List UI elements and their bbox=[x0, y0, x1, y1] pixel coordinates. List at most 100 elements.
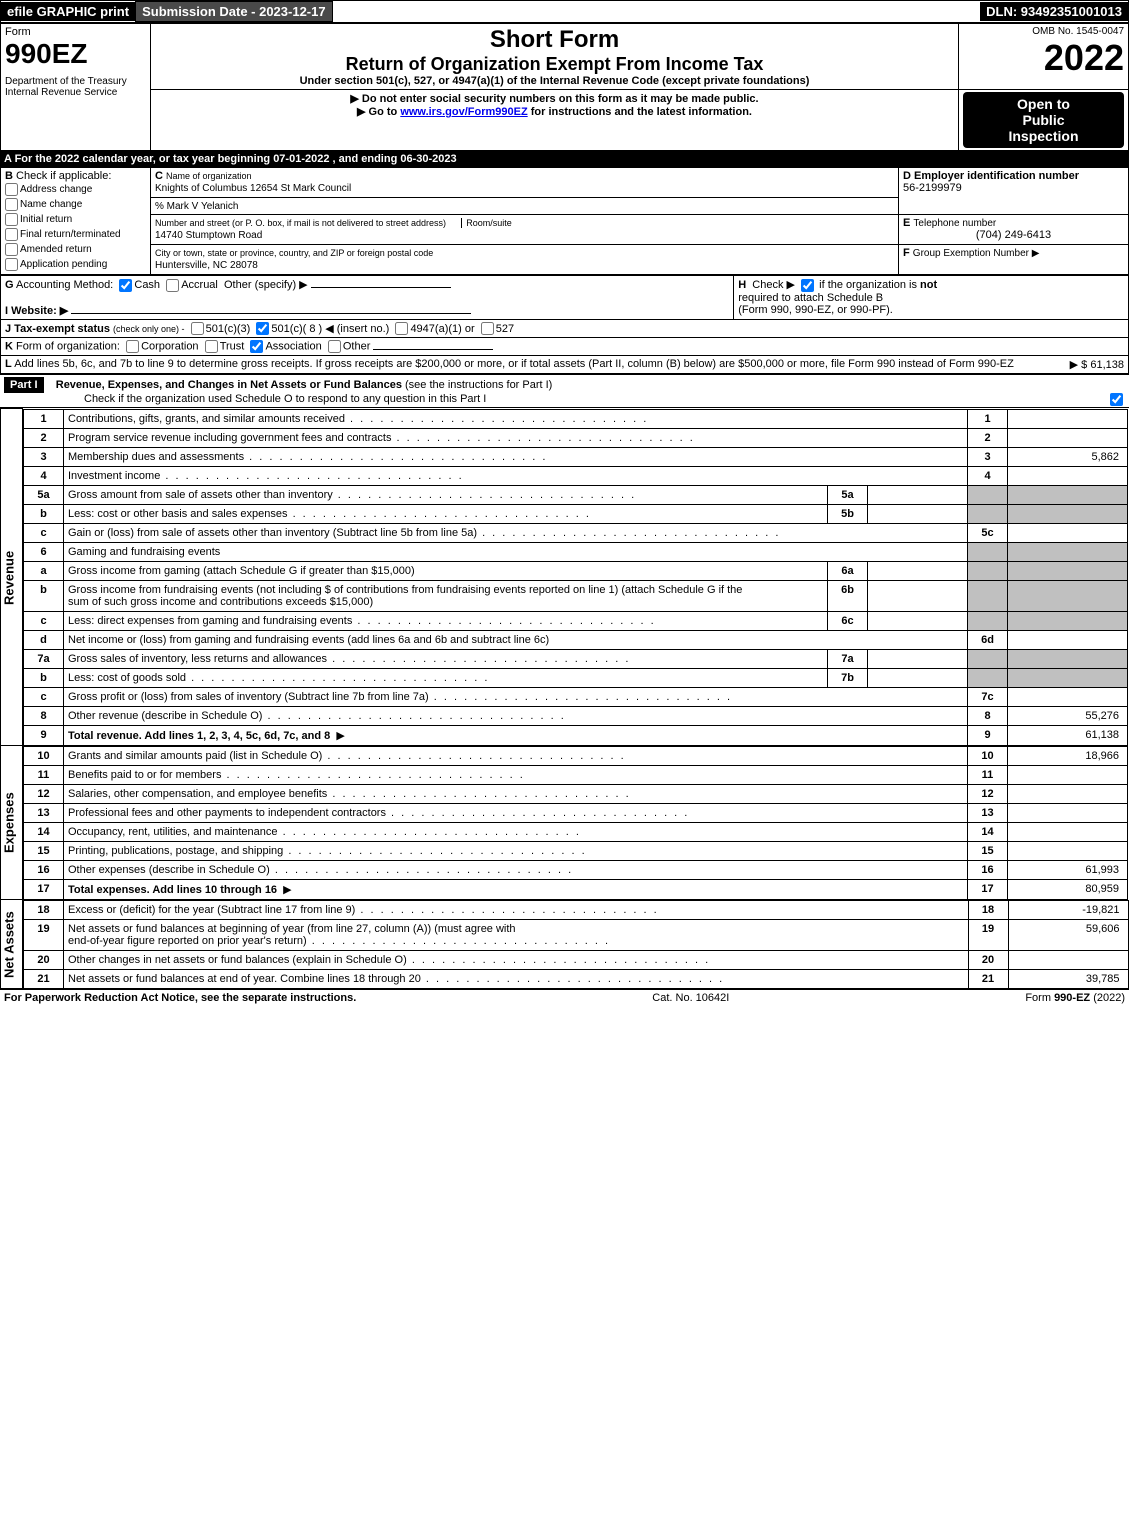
part1-header-row: Part I Revenue, Expenses, and Changes in… bbox=[0, 374, 1129, 408]
line-15: 15Printing, publications, postage, and s… bbox=[24, 841, 1128, 860]
line-1: 1Contributions, gifts, grants, and simil… bbox=[24, 409, 1128, 428]
goto-note: ▶ Go to www.irs.gov/Form990EZ for instru… bbox=[155, 105, 954, 118]
501c3-label: 501(c)(3) bbox=[206, 323, 251, 335]
section-l-label: L bbox=[5, 358, 12, 370]
submission-date-button[interactable]: Submission Date - 2023-12-17 bbox=[135, 1, 333, 22]
short-form-title: Short Form bbox=[155, 26, 954, 54]
line-18: 18Excess or (deficit) for the year (Subt… bbox=[24, 900, 1129, 919]
501c-label: 501(c)( 8 ) ◀ (insert no.) bbox=[271, 323, 389, 335]
paperwork-notice: For Paperwork Reduction Act Notice, see … bbox=[4, 992, 356, 1004]
line-6d: dNet income or (loss) from gaming and fu… bbox=[24, 630, 1128, 649]
efile-print-button[interactable]: efile GRAPHIC print bbox=[1, 2, 135, 21]
section-j-label: J Tax-exempt status bbox=[5, 323, 110, 335]
line-17: 17Total expenses. Add lines 10 through 1… bbox=[24, 879, 1128, 899]
line-10: 10Grants and similar amounts paid (list … bbox=[24, 746, 1128, 765]
section-e-label: E bbox=[903, 217, 910, 229]
section-i-label: I Website: ▶ bbox=[5, 305, 68, 317]
section-a-bar: A For the 2022 calendar year, or tax yea… bbox=[0, 151, 1129, 167]
section-b-label: B bbox=[5, 170, 13, 182]
city-value: Huntersville, NC 28078 bbox=[155, 260, 258, 271]
check-accrual[interactable] bbox=[166, 279, 179, 292]
check-name-change[interactable]: Name change bbox=[5, 197, 146, 212]
gross-receipts-value: ▶ $ 61,138 bbox=[1070, 358, 1124, 371]
expenses-lines-table: 10Grants and similar amounts paid (list … bbox=[23, 746, 1128, 900]
check-initial-return[interactable]: Initial return bbox=[5, 212, 146, 227]
4947-label: 4947(a)(1) or bbox=[410, 323, 474, 335]
line-14: 14Occupancy, rent, utilities, and mainte… bbox=[24, 822, 1128, 841]
check-4947[interactable] bbox=[395, 322, 408, 335]
line-7a: 7aGross sales of inventory, less returns… bbox=[24, 649, 1128, 668]
part1-title: Revenue, Expenses, and Changes in Net As… bbox=[56, 379, 402, 391]
form-number: 990EZ bbox=[5, 38, 146, 70]
check-application-pending[interactable]: Application pending bbox=[5, 257, 146, 272]
part1-title-note: (see the instructions for Part I) bbox=[405, 379, 552, 391]
goto-pre: ▶ Go to bbox=[357, 106, 400, 118]
care-of: % Mark V Yelanich bbox=[155, 201, 238, 212]
tax-year: 2022 bbox=[963, 37, 1124, 79]
h-schedule-b: required to attach Schedule B bbox=[738, 292, 883, 304]
h-check-arrow: Check ▶ bbox=[752, 279, 795, 291]
check-final-return[interactable]: Final return/terminated bbox=[5, 227, 146, 242]
h-not-bold: not bbox=[920, 279, 937, 291]
header-table: Form 990EZ Department of the Treasury In… bbox=[0, 23, 1129, 151]
org-name: Knights of Columbus 12654 St Mark Counci… bbox=[155, 183, 351, 194]
line-2: 2Program service revenue including gover… bbox=[24, 428, 1128, 447]
check-other-org[interactable] bbox=[328, 340, 341, 353]
line-5a: 5aGross amount from sale of assets other… bbox=[24, 485, 1128, 504]
line-6a: aGross income from gaming (attach Schedu… bbox=[24, 561, 1128, 580]
line-5c: cGain or (loss) from sale of assets othe… bbox=[24, 523, 1128, 542]
check-corporation[interactable] bbox=[126, 340, 139, 353]
check-amended-return[interactable]: Amended return bbox=[5, 242, 146, 257]
check-cash[interactable] bbox=[119, 279, 132, 292]
line-21: 21Net assets or fund balances at end of … bbox=[24, 969, 1129, 988]
line-6: 6Gaming and fundraising events bbox=[24, 542, 1128, 561]
accounting-method-label: Accounting Method: bbox=[16, 279, 113, 291]
association-label: Association bbox=[265, 341, 321, 353]
telephone-value: (704) 249-6413 bbox=[903, 229, 1124, 241]
line-9: 9Total revenue. Add lines 1, 2, 3, 4, 5c… bbox=[24, 725, 1128, 745]
part1-lines-wrapper: Revenue 1Contributions, gifts, grants, a… bbox=[0, 408, 1129, 989]
line-4: 4Investment income4 bbox=[24, 466, 1128, 485]
line-19: 19Net assets or fund balances at beginni… bbox=[24, 919, 1129, 950]
check-schedule-o-part1[interactable] bbox=[1110, 393, 1123, 406]
footer-row: For Paperwork Reduction Act Notice, see … bbox=[0, 989, 1129, 1006]
check-501c[interactable] bbox=[256, 322, 269, 335]
corporation-label: Corporation bbox=[141, 341, 198, 353]
check-527[interactable] bbox=[481, 322, 494, 335]
dln-label: DLN: 93492351001013 bbox=[980, 2, 1128, 21]
other-org-label: Other bbox=[343, 341, 371, 353]
check-schedule-b-not-required[interactable] bbox=[801, 279, 814, 292]
ein-value: 56-2199979 bbox=[903, 182, 962, 194]
goto-post: for instructions and the latest informat… bbox=[531, 106, 752, 118]
irs-link[interactable]: www.irs.gov/Form990EZ bbox=[400, 106, 527, 118]
line-20: 20Other changes in net assets or fund ba… bbox=[24, 950, 1129, 969]
revenue-lines-table: 1Contributions, gifts, grants, and simil… bbox=[23, 409, 1128, 746]
return-title: Return of Organization Exempt From Incom… bbox=[155, 54, 954, 75]
netassets-lines-table: 18Excess or (deficit) for the year (Subt… bbox=[23, 900, 1129, 989]
org-info-table: B Check if applicable: Address change Na… bbox=[0, 167, 1129, 275]
check-association[interactable] bbox=[250, 340, 263, 353]
form-of-org-label: Form of organization: bbox=[16, 341, 120, 353]
line-13: 13Professional fees and other payments t… bbox=[24, 803, 1128, 822]
check-501c3[interactable] bbox=[191, 322, 204, 335]
line-16: 16Other expenses (describe in Schedule O… bbox=[24, 860, 1128, 879]
gross-receipts-text: Add lines 5b, 6c, and 7b to line 9 to de… bbox=[14, 358, 1014, 370]
cash-label: Cash bbox=[134, 279, 160, 291]
section-g-label: G bbox=[5, 279, 14, 291]
group-exemption: Group Exemption Number ▶ bbox=[913, 248, 1040, 259]
room-suite-label: Room/suite bbox=[461, 218, 512, 228]
open-line1: Open to bbox=[967, 96, 1120, 112]
open-line2: Public bbox=[967, 112, 1120, 128]
street-address: 14740 Stumptown Road bbox=[155, 230, 262, 241]
under-section-note: Under section 501(c), 527, or 4947(a)(1)… bbox=[155, 75, 954, 87]
section-h-label: H bbox=[738, 279, 746, 291]
line-6c: cLess: direct expenses from gaming and f… bbox=[24, 611, 1128, 630]
expenses-vertical-label: Expenses bbox=[1, 746, 23, 900]
form-word: Form bbox=[5, 26, 146, 38]
revenue-vertical-label: Revenue bbox=[1, 409, 23, 746]
check-trust[interactable] bbox=[205, 340, 218, 353]
omb-number: OMB No. 1545-0047 bbox=[963, 26, 1124, 37]
h-form-list: (Form 990, 990-EZ, or 990-PF). bbox=[738, 304, 893, 316]
check-address-change[interactable]: Address change bbox=[5, 182, 146, 197]
h-org-is: if the organization is bbox=[819, 279, 920, 291]
